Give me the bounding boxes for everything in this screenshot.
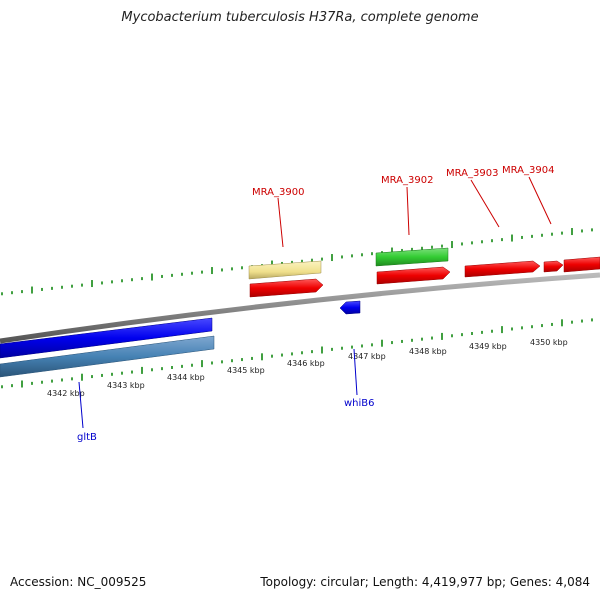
scale-label-4342: 4342 kbp [47, 389, 85, 398]
leader-mra-3903 [470, 179, 500, 228]
gene-label-gltb: gltB [77, 432, 97, 443]
scale-label-4346: 4346 kbp [287, 359, 325, 368]
feature-red-mra-3900 [249, 278, 324, 298]
genome-backbone [0, 272, 600, 344]
scale-label-4347: 4347 kbp [348, 352, 386, 361]
scale-labels: 4342 kbp 4343 kbp 4344 kbp 4345 kbp 4346… [47, 338, 568, 398]
leader-mra-3902 [406, 186, 410, 236]
gene-labels: MRA_3900 MRA_3902 MRA_3903 MRA_3904 gltB… [77, 165, 554, 443]
lower-tick-track [1, 318, 593, 389]
gene-label-mra-3900: MRA_3900 [252, 187, 304, 198]
feature-blue-whib6 [339, 300, 361, 315]
gene-label-whib6: whiB6 [344, 398, 375, 409]
feature-steel-gltb-region [0, 335, 215, 378]
leader-whib6 [353, 348, 358, 396]
feature-red-mra-3904 [543, 260, 564, 273]
feature-green-mra-3902-region [375, 247, 449, 267]
label-leaders [78, 176, 552, 429]
feature-khaki-mra-3900-region [248, 260, 322, 280]
scale-label-4350: 4350 kbp [530, 338, 568, 347]
leader-gltb [78, 381, 84, 429]
accession-text: Accession: NC_009525 [10, 575, 147, 589]
feature-blue-gltb [0, 317, 213, 359]
scale-label-4343: 4343 kbp [107, 381, 145, 390]
gene-label-mra-3902: MRA_3902 [381, 175, 433, 186]
gene-label-mra-3904: MRA_3904 [502, 165, 554, 176]
scale-label-4345: 4345 kbp [227, 366, 265, 375]
upper-tick-track [1, 228, 593, 296]
map-title: Mycobacterium tuberculosis H37Ra, comple… [121, 10, 479, 25]
leader-mra-3900 [277, 197, 284, 248]
scale-label-4349: 4349 kbp [469, 342, 507, 351]
scale-label-4348: 4348 kbp [409, 347, 447, 356]
feature-red-mra-3905 [563, 256, 600, 273]
feature-red-mra-3903 [464, 260, 541, 278]
feature-red-mra-3902 [376, 266, 451, 285]
scale-label-4344: 4344 kbp [167, 373, 205, 382]
genome-summary-text: Topology: circular; Length: 4,419,977 bp… [260, 575, 590, 589]
leader-mra-3904 [528, 176, 552, 225]
gene-label-mra-3903: MRA_3903 [446, 168, 498, 179]
